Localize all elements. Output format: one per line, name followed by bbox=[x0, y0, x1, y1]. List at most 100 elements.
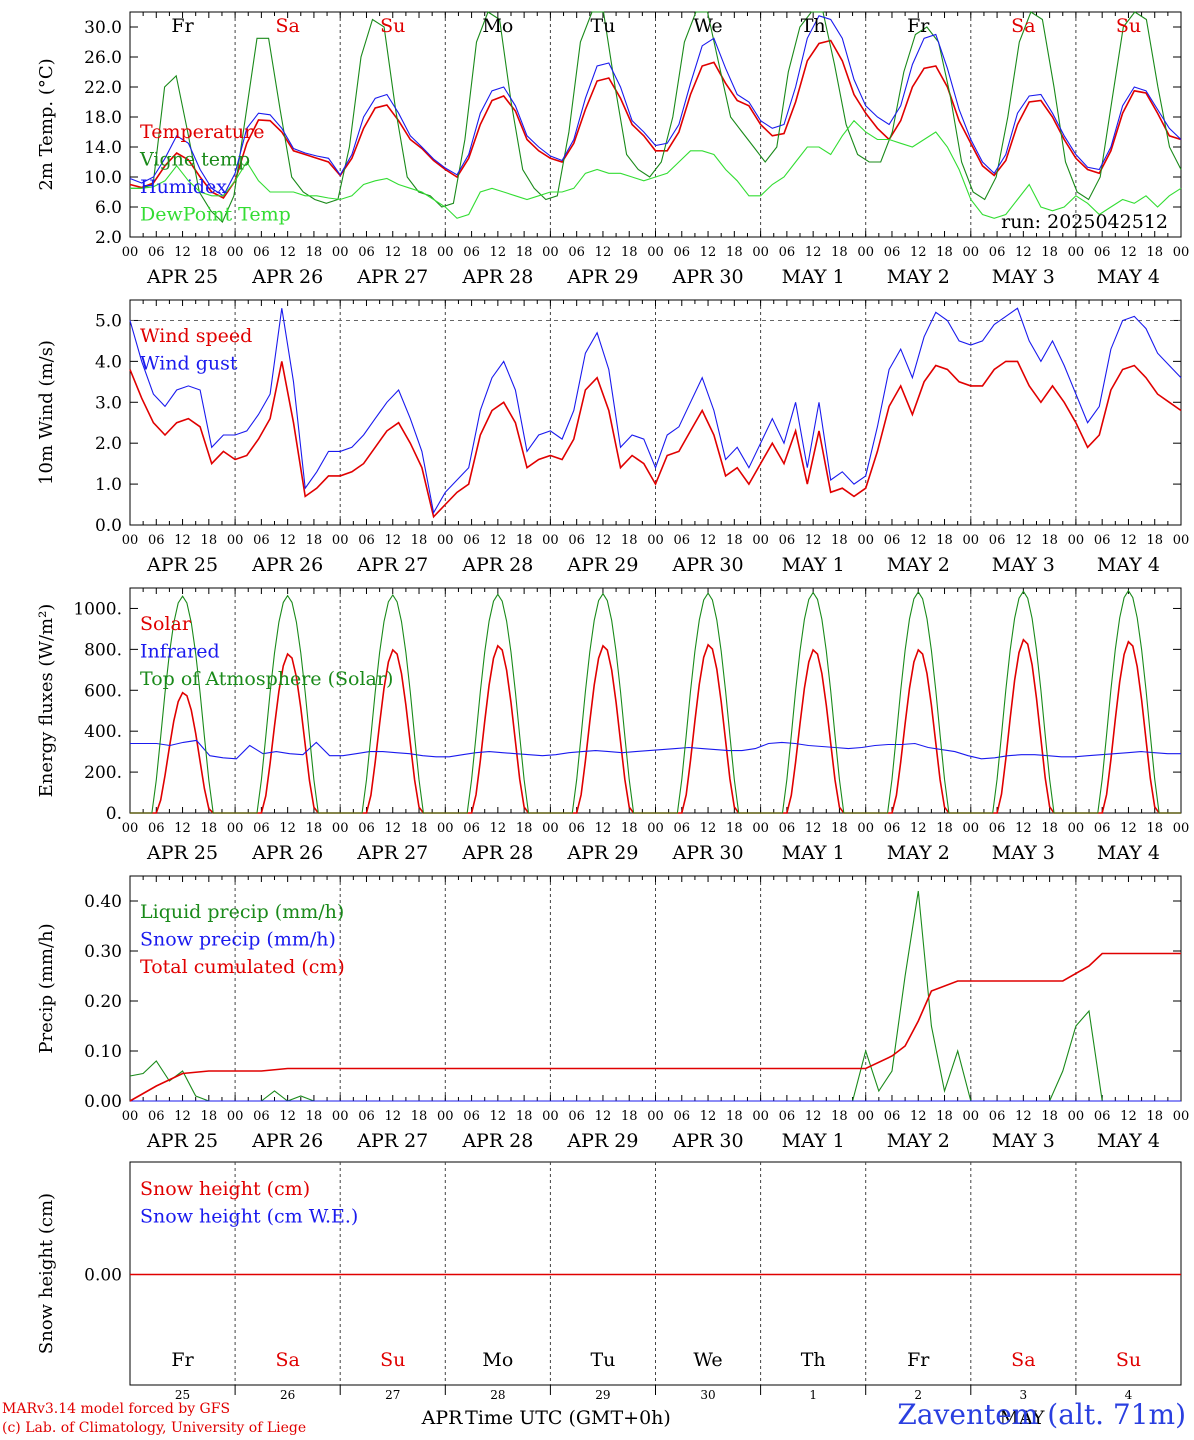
date-label: MAY 2 bbox=[887, 842, 950, 864]
hour-tick-label: 18 bbox=[1041, 533, 1058, 548]
date-label: APR 29 bbox=[566, 842, 638, 864]
y-axis-label: 2m Temp. (°C) bbox=[36, 58, 57, 190]
weekday-label: Sa bbox=[275, 1349, 299, 1371]
hour-tick-label: 06 bbox=[674, 533, 691, 548]
date-label: MAY 1 bbox=[782, 1130, 845, 1152]
weekday-label: We bbox=[693, 15, 722, 37]
hour-tick-label: 12 bbox=[1015, 1109, 1032, 1124]
hour-tick-label: 00 bbox=[963, 1109, 980, 1124]
date-label: MAY 4 bbox=[1097, 554, 1160, 576]
hour-tick-label: 18 bbox=[306, 245, 323, 260]
series-line bbox=[130, 119, 1182, 219]
hour-tick-label: 06 bbox=[1094, 1109, 1111, 1124]
hour-tick-label: 06 bbox=[568, 821, 585, 836]
hour-tick-label: 18 bbox=[726, 533, 743, 548]
y-tick-label: 2.0 bbox=[95, 228, 122, 248]
series-line bbox=[129, 890, 1181, 1102]
hour-tick-label: 00 bbox=[1173, 1109, 1190, 1124]
hour-tick-label: 00 bbox=[647, 1109, 664, 1124]
hour-tick-label: 06 bbox=[989, 533, 1006, 548]
hour-tick-label: 18 bbox=[621, 821, 638, 836]
weekday-label: Th bbox=[801, 1349, 826, 1371]
date-label: MAY 4 bbox=[1097, 1130, 1160, 1152]
y-tick-label: 0. bbox=[106, 804, 122, 824]
hour-tick-label: 06 bbox=[463, 533, 480, 548]
hour-tick-label: 18 bbox=[621, 1109, 638, 1124]
date-label: APR 25 bbox=[146, 842, 218, 864]
date-label: APR 30 bbox=[672, 842, 744, 864]
weekday-label: Tu bbox=[590, 15, 615, 37]
hour-tick-label: 18 bbox=[726, 245, 743, 260]
hour-tick-label: 18 bbox=[516, 245, 533, 260]
weekday-label: Sa bbox=[1011, 15, 1035, 37]
day-number-label: 27 bbox=[385, 1388, 400, 1402]
hour-tick-label: 18 bbox=[831, 1109, 848, 1124]
hour-tick-label: 12 bbox=[174, 533, 191, 548]
hour-tick-label: 18 bbox=[516, 1109, 533, 1124]
hour-tick-label: 12 bbox=[1120, 1109, 1137, 1124]
weekday-label: Th bbox=[801, 15, 826, 37]
hour-tick-label: 12 bbox=[174, 821, 191, 836]
date-label: APR 30 bbox=[672, 1130, 744, 1152]
weekday-label: Tu bbox=[590, 1349, 615, 1371]
date-label: APR 26 bbox=[251, 1130, 323, 1152]
date-label: APR 28 bbox=[461, 554, 533, 576]
y-tick-label: 1.0 bbox=[95, 475, 122, 495]
hour-tick-label: 12 bbox=[700, 1109, 717, 1124]
weekday-label: Fr bbox=[171, 15, 194, 37]
weekday-label: Fr bbox=[907, 1349, 930, 1371]
hour-tick-label: 12 bbox=[384, 245, 401, 260]
hour-tick-label: 00 bbox=[647, 245, 664, 260]
series-line bbox=[129, 952, 1181, 1102]
day-number-label: 2 bbox=[914, 1388, 922, 1402]
panel-frame bbox=[129, 299, 1182, 526]
hour-tick-label: 18 bbox=[1146, 821, 1163, 836]
y-tick-label: 0.00 bbox=[84, 1266, 122, 1286]
legend-entry: Humidex bbox=[140, 176, 227, 198]
date-label: APR 30 bbox=[672, 266, 744, 288]
day-number-label: 3 bbox=[1020, 1388, 1028, 1402]
hour-tick-label: 00 bbox=[1173, 533, 1190, 548]
hour-tick-label: 12 bbox=[490, 533, 507, 548]
date-label: MAY 3 bbox=[992, 266, 1055, 288]
y-axis-label: Energy fluxes (W/m²) bbox=[36, 604, 57, 798]
date-label: APR 28 bbox=[461, 1130, 533, 1152]
legend-entry: Wind speed bbox=[140, 325, 252, 347]
hour-tick-label: 12 bbox=[1120, 245, 1137, 260]
date-label: MAY 3 bbox=[992, 1130, 1055, 1152]
hour-tick-label: 18 bbox=[411, 821, 428, 836]
hour-tick-label: 06 bbox=[148, 245, 165, 260]
date-label: MAY 1 bbox=[782, 266, 845, 288]
legend-entry: Solar bbox=[140, 613, 192, 635]
hour-tick-label: 06 bbox=[358, 1109, 375, 1124]
hour-tick-label: 06 bbox=[989, 1109, 1006, 1124]
y-axis-label: Precip (mm/h) bbox=[36, 923, 57, 1053]
hour-tick-label: 00 bbox=[752, 533, 769, 548]
hour-tick-label: 06 bbox=[148, 1109, 165, 1124]
y-tick-label: 10.0 bbox=[84, 168, 122, 188]
y-tick-label: 0.30 bbox=[84, 942, 122, 962]
hour-tick-label: 18 bbox=[936, 245, 953, 260]
legend-entry: Snow height (cm W.E.) bbox=[140, 1206, 358, 1228]
hour-tick-label: 18 bbox=[1041, 821, 1058, 836]
hour-tick-label: 06 bbox=[884, 533, 901, 548]
x-axis-title: Time UTC (GMT+0h) bbox=[465, 1407, 671, 1429]
hour-tick-label: 00 bbox=[122, 1109, 139, 1124]
y-tick-label: 3.0 bbox=[95, 393, 122, 413]
series-line bbox=[130, 589, 1181, 814]
legend-entry: DewPoint Temp bbox=[140, 204, 291, 226]
hour-tick-label: 06 bbox=[568, 1109, 585, 1124]
hour-tick-label: 12 bbox=[1120, 821, 1137, 836]
hour-tick-label: 06 bbox=[779, 1109, 796, 1124]
day-number-label: 1 bbox=[809, 1388, 817, 1402]
hour-tick-label: 00 bbox=[963, 533, 980, 548]
hour-tick-label: 12 bbox=[595, 245, 612, 260]
hour-tick-label: 00 bbox=[857, 245, 874, 260]
date-label: APR 27 bbox=[356, 266, 428, 288]
month-label: APR bbox=[421, 1407, 464, 1429]
day-number-label: 4 bbox=[1125, 1388, 1133, 1402]
weekday-label: Su bbox=[380, 1349, 405, 1371]
hour-tick-label: 06 bbox=[779, 533, 796, 548]
hour-tick-label: 06 bbox=[358, 245, 375, 260]
date-label: APR 27 bbox=[356, 842, 428, 864]
